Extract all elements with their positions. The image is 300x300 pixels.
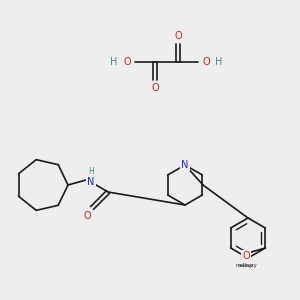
Text: methoxy: methoxy: [236, 263, 257, 268]
Text: O: O: [83, 211, 91, 221]
Text: O: O: [202, 57, 210, 67]
Text: O: O: [242, 251, 250, 261]
Text: O: O: [123, 57, 131, 67]
Text: N: N: [181, 160, 189, 170]
Text: H: H: [88, 167, 94, 176]
Text: H: H: [215, 57, 223, 67]
Text: O: O: [174, 31, 182, 41]
Text: O: O: [151, 83, 159, 93]
Text: N: N: [87, 177, 95, 187]
Text: methyl: methyl: [239, 264, 254, 268]
Text: H: H: [110, 57, 118, 67]
